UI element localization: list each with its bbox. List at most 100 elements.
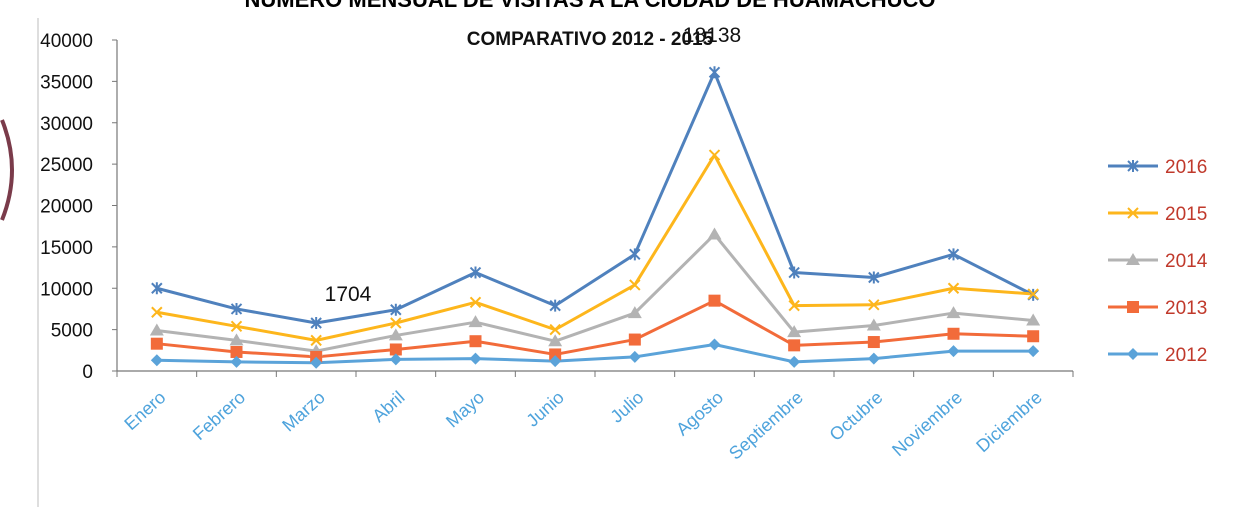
- data-point: [628, 350, 641, 363]
- data-point: [708, 338, 721, 351]
- x-tick-group: Enero Febrero Marzo Abril Mayo Junio Julio Agos…: [116, 371, 1074, 464]
- y-tick-label: 10000: [40, 279, 93, 300]
- data-point: [627, 306, 642, 319]
- legend-label-2013: 2013: [1165, 298, 1207, 319]
- y-tick-label: 30000: [40, 114, 93, 135]
- legend-marker-2014: [1126, 253, 1140, 265]
- data-point: [947, 345, 960, 358]
- data-point: [788, 299, 800, 312]
- legend-marker-2012: [1127, 348, 1139, 360]
- y-tick-label: 35000: [40, 72, 93, 93]
- series-line-2016: [156, 70, 1034, 325]
- data-point: [151, 306, 163, 318]
- data-point: [149, 323, 164, 336]
- series-line-2012: [156, 343, 1034, 365]
- legend-label-2014: 2014: [1165, 251, 1208, 272]
- x-tick-label: Noviembre: [888, 387, 966, 460]
- data-point: [788, 266, 800, 279]
- stamp-edge: [0, 119, 14, 221]
- data-point: [388, 328, 403, 341]
- series-line-2014: [156, 232, 1034, 353]
- x-tick-label: Septiembre: [725, 387, 807, 463]
- x-tick-label: Diciembre: [972, 387, 1046, 456]
- data-point: [708, 149, 721, 161]
- data-point: [469, 266, 482, 279]
- data-point: [947, 327, 960, 340]
- data-point: [947, 248, 960, 261]
- x-tick-label: Marzo: [278, 387, 329, 435]
- annotation-peak: 18138: [683, 24, 741, 47]
- data-point: [1027, 330, 1040, 343]
- y-tick-label: 15000: [40, 238, 93, 259]
- data-point: [1027, 288, 1039, 300]
- data-point: [310, 356, 323, 369]
- data-point: [1027, 345, 1040, 358]
- series-line-2013: [156, 299, 1034, 359]
- data-point: [549, 355, 562, 368]
- x-tick-label: Febrero: [189, 387, 249, 444]
- data-point: [548, 334, 563, 347]
- data-point: [708, 66, 721, 79]
- legend-label-2012: 2012: [1165, 345, 1207, 366]
- data-point: [867, 336, 880, 349]
- data-point: [230, 355, 243, 368]
- data-point: [707, 227, 722, 240]
- data-point: [230, 345, 243, 358]
- x-tick-label: Junio: [522, 387, 567, 431]
- x-tick-label: Julio: [607, 387, 648, 427]
- data-point: [788, 355, 801, 368]
- y-tick-label: 40000: [40, 31, 93, 52]
- chart-title: NUMERO MENSUAL DE VISITAS A LA CIUDAD DE…: [245, 0, 936, 12]
- y-tick-label: 0: [82, 362, 93, 383]
- legend-marker-2013: [1127, 301, 1139, 313]
- data-point: [868, 271, 880, 284]
- data-point: [389, 353, 402, 366]
- data-point: [390, 303, 402, 316]
- data-point: [947, 282, 960, 294]
- data-point: [230, 320, 243, 333]
- data-point: [310, 317, 322, 330]
- data-point: [629, 279, 641, 291]
- data-point: [469, 335, 482, 348]
- data-point: [788, 339, 801, 352]
- data-point: [390, 317, 402, 329]
- data-point: [946, 306, 961, 319]
- data-point: [469, 352, 482, 365]
- y-tick-label: 5000: [51, 321, 93, 342]
- legend-label-2016: 2016: [1165, 157, 1207, 178]
- y-tick-label: 25000: [40, 155, 93, 176]
- legend-marker-2016: [1127, 160, 1139, 172]
- data-point: [229, 333, 244, 346]
- data-point: [150, 354, 163, 367]
- data-point: [549, 348, 562, 361]
- legend-marker-2015: [1127, 207, 1139, 219]
- data-point: [150, 337, 163, 350]
- data-point: [1026, 313, 1041, 326]
- x-tick-label: Octubre: [826, 387, 887, 445]
- data-point: [787, 325, 802, 338]
- data-point: [629, 248, 641, 261]
- x-tick-label: Agosto: [672, 387, 727, 439]
- annotation-1704: 1704: [325, 283, 372, 306]
- data-point: [868, 299, 880, 311]
- data-point: [468, 315, 483, 328]
- data-point: [389, 343, 402, 356]
- data-point: [708, 294, 721, 307]
- chart-subtitle: COMPARATIVO 2012 - 2015: [467, 29, 714, 50]
- data-point: [866, 318, 881, 331]
- data-point: [469, 296, 482, 309]
- data-point: [867, 352, 880, 365]
- x-tick-label: Mayo: [442, 387, 488, 431]
- x-tick-label: Enero: [120, 387, 169, 434]
- legend: 2016 2015 2014 2013 2012: [1108, 157, 1208, 366]
- data-point: [628, 333, 641, 346]
- series-lines: [156, 70, 1034, 365]
- legend-label-2015: 2015: [1165, 204, 1207, 225]
- data-point: [230, 302, 243, 315]
- data-point: [549, 323, 561, 336]
- data-point: [549, 299, 561, 312]
- series-markers: [149, 66, 1041, 369]
- y-tick-label: 20000: [40, 197, 93, 218]
- x-tick-label: Abril: [368, 387, 408, 426]
